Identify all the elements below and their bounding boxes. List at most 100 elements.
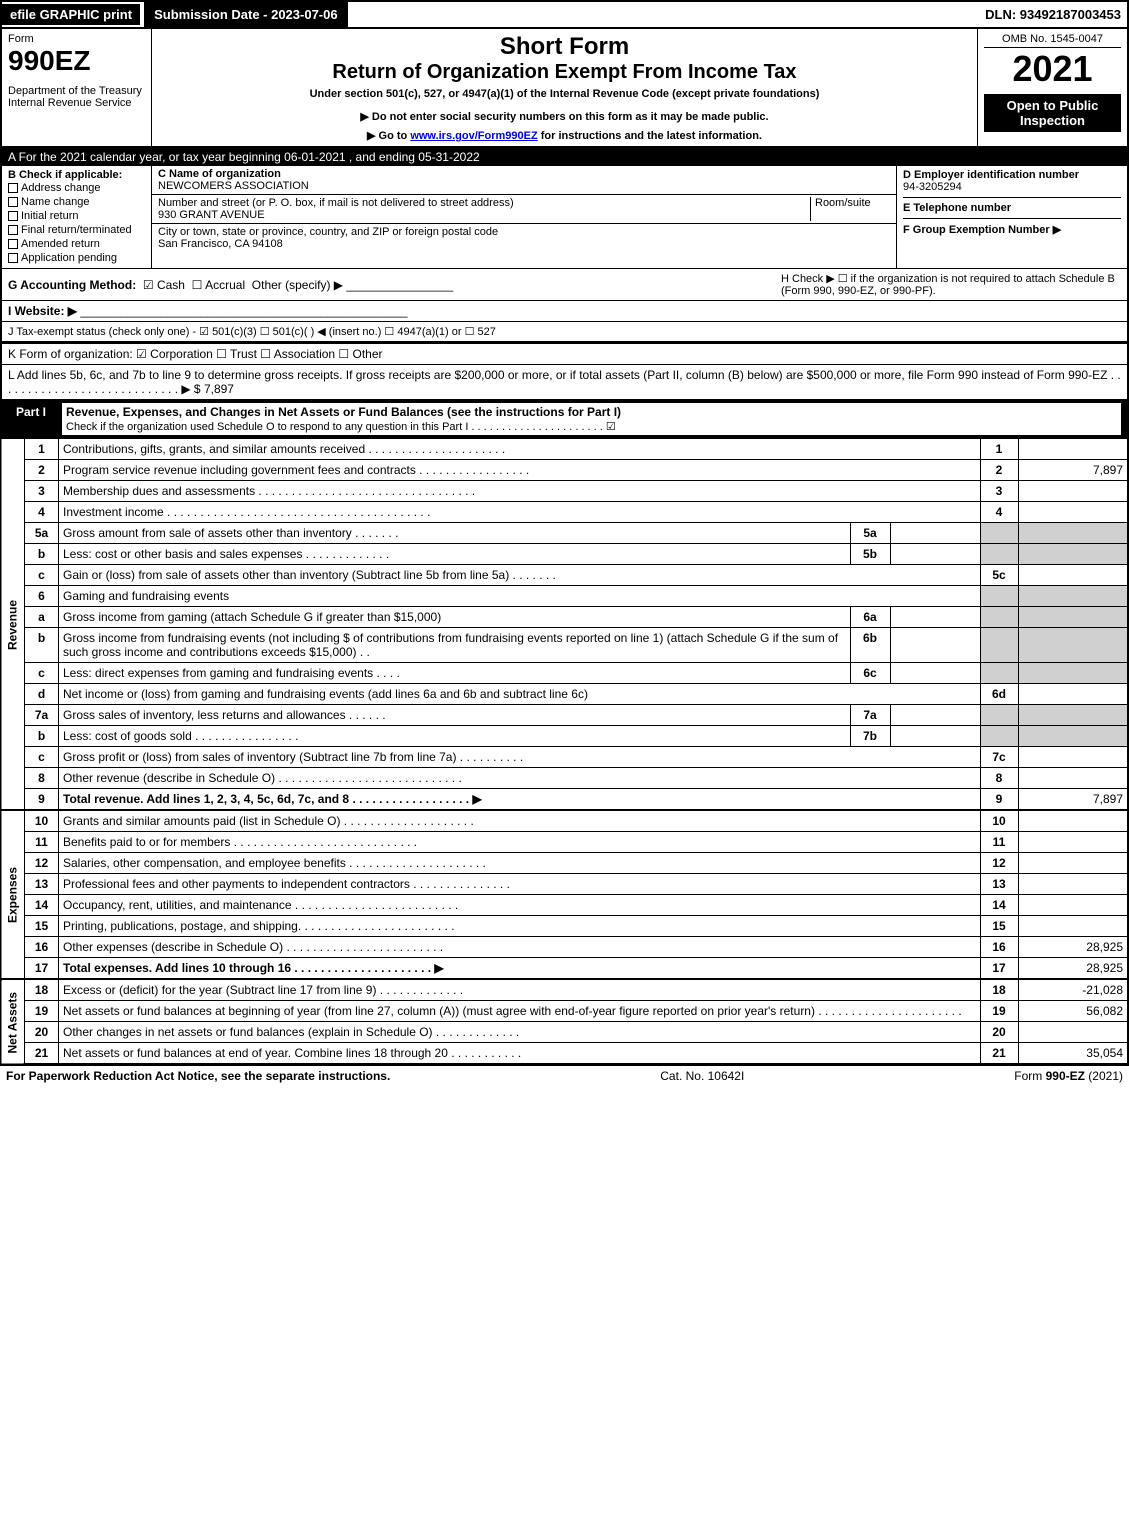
line-ref-right xyxy=(980,628,1018,663)
line-amount xyxy=(1018,502,1128,523)
line-ref-right: 4 xyxy=(980,502,1018,523)
mid-line-value xyxy=(890,607,980,628)
table-row: 21Net assets or fund balances at end of … xyxy=(1,1043,1128,1065)
col-d-ids: D Employer identification number 94-3205… xyxy=(897,166,1127,268)
line-amount xyxy=(1018,768,1128,789)
org-name-row: C Name of organization NEWCOMERS ASSOCIA… xyxy=(152,166,896,195)
line-ref-right xyxy=(980,544,1018,565)
cb-final-return[interactable]: Final return/terminated xyxy=(8,223,145,237)
table-row: bGross income from fundraising events (n… xyxy=(1,628,1128,663)
line-description: Total revenue. Add lines 1, 2, 3, 4, 5c,… xyxy=(59,789,981,810)
submission-date-button[interactable]: Submission Date - 2023-07-06 xyxy=(144,2,348,27)
line-ref-right: 14 xyxy=(980,895,1018,916)
line-number: 21 xyxy=(25,1043,59,1065)
col-c-org-info: C Name of organization NEWCOMERS ASSOCIA… xyxy=(152,166,897,268)
mid-line-ref: 7b xyxy=(850,726,890,747)
table-row: 13Professional fees and other payments t… xyxy=(1,874,1128,895)
table-row: 14Occupancy, rent, utilities, and mainte… xyxy=(1,895,1128,916)
section-a-row: A For the 2021 calendar year, or tax yea… xyxy=(0,148,1129,166)
table-row: 4Investment income . . . . . . . . . . .… xyxy=(1,502,1128,523)
dln-label: DLN: 93492187003453 xyxy=(985,7,1127,22)
line-description: Contributions, gifts, grants, and simila… xyxy=(59,439,981,460)
tax-year: 2021 xyxy=(984,48,1121,90)
line-amount xyxy=(1018,523,1128,544)
cb-amended-return[interactable]: Amended return xyxy=(8,237,145,251)
d-ein-value: 94-3205294 xyxy=(903,181,962,193)
line-ref-right: 6d xyxy=(980,684,1018,705)
line-number: 18 xyxy=(25,980,59,1001)
irs-link[interactable]: www.irs.gov/Form990EZ xyxy=(410,130,537,142)
line-description: Net assets or fund balances at end of ye… xyxy=(59,1043,981,1065)
line-description: Gross income from fundraising events (no… xyxy=(59,628,851,663)
line-amount xyxy=(1018,684,1128,705)
line-description: Other expenses (describe in Schedule O) … xyxy=(59,937,981,958)
line-number: 6 xyxy=(25,586,59,607)
section-vertical-label: Net Assets xyxy=(1,980,25,1065)
cb-address-change[interactable]: Address change xyxy=(8,181,145,195)
line-amount xyxy=(1018,811,1128,832)
cb-application-pending[interactable]: Application pending xyxy=(8,251,145,265)
line-description: Gaming and fundraising events xyxy=(59,586,981,607)
line-number: a xyxy=(25,607,59,628)
line-ref-right: 12 xyxy=(980,853,1018,874)
line-number: b xyxy=(25,726,59,747)
line-ref-right: 16 xyxy=(980,937,1018,958)
line-amount xyxy=(1018,832,1128,853)
org-address: 930 GRANT AVENUE xyxy=(158,209,265,221)
line-description: Occupancy, rent, utilities, and maintena… xyxy=(59,895,981,916)
mid-line-ref: 5a xyxy=(850,523,890,544)
cb-name-change[interactable]: Name change xyxy=(8,195,145,209)
line-description: Gross sales of inventory, less returns a… xyxy=(59,705,851,726)
line-number: 3 xyxy=(25,481,59,502)
line-ref-right xyxy=(980,607,1018,628)
table-row: 8Other revenue (describe in Schedule O) … xyxy=(1,768,1128,789)
org-name: NEWCOMERS ASSOCIATION xyxy=(158,180,309,192)
table-row: 16Other expenses (describe in Schedule O… xyxy=(1,937,1128,958)
table-row: cGain or (loss) from sale of assets othe… xyxy=(1,565,1128,586)
line-description: Gross profit or (loss) from sales of inv… xyxy=(59,747,981,768)
mid-line-value xyxy=(890,705,980,726)
line-number: c xyxy=(25,747,59,768)
line-ref-right: 21 xyxy=(980,1043,1018,1065)
line-number: b xyxy=(25,544,59,565)
table-row: bLess: cost or other basis and sales exp… xyxy=(1,544,1128,565)
revenue-table: Revenue1Contributions, gifts, grants, an… xyxy=(0,438,1129,810)
city-label: City or town, state or province, country… xyxy=(158,226,498,238)
table-row: 17Total expenses. Add lines 10 through 1… xyxy=(1,958,1128,979)
table-row: cGross profit or (loss) from sales of in… xyxy=(1,747,1128,768)
cb-initial-return[interactable]: Initial return xyxy=(8,209,145,223)
footer-left: For Paperwork Reduction Act Notice, see … xyxy=(6,1069,390,1083)
line-description: Professional fees and other payments to … xyxy=(59,874,981,895)
line-number: 4 xyxy=(25,502,59,523)
line-number: 14 xyxy=(25,895,59,916)
line-number: 10 xyxy=(25,811,59,832)
org-addr-row: Number and street (or P. O. box, if mail… xyxy=(152,195,896,224)
line-description: Less: cost or other basis and sales expe… xyxy=(59,544,851,565)
line-number: 20 xyxy=(25,1022,59,1043)
line-amount xyxy=(1018,853,1128,874)
page-footer: For Paperwork Reduction Act Notice, see … xyxy=(0,1065,1129,1086)
table-row: 9Total revenue. Add lines 1, 2, 3, 4, 5c… xyxy=(1,789,1128,810)
line-ref-right xyxy=(980,523,1018,544)
line-amount xyxy=(1018,565,1128,586)
line-amount xyxy=(1018,481,1128,502)
note-ssn: ▶ Do not enter social security numbers o… xyxy=(158,110,971,123)
line-description: Net income or (loss) from gaming and fun… xyxy=(59,684,981,705)
line-amount xyxy=(1018,705,1128,726)
mid-line-ref: 6b xyxy=(850,628,890,663)
efile-print-button[interactable]: efile GRAPHIC print xyxy=(2,4,140,25)
h-check: H Check ▶ ☐ if the organization is not r… xyxy=(781,272,1121,297)
table-row: Expenses10Grants and similar amounts pai… xyxy=(1,811,1128,832)
d-ein-label: D Employer identification number xyxy=(903,169,1079,181)
line-ref-right: 10 xyxy=(980,811,1018,832)
line-ref-right: 8 xyxy=(980,768,1018,789)
line-description: Program service revenue including govern… xyxy=(59,460,981,481)
subtitle: Under section 501(c), 527, or 4947(a)(1)… xyxy=(158,88,971,100)
table-row: aGross income from gaming (attach Schedu… xyxy=(1,607,1128,628)
line-ref-right: 17 xyxy=(980,958,1018,979)
topbar-left: efile GRAPHIC print Submission Date - 20… xyxy=(2,2,348,27)
line-amount xyxy=(1018,544,1128,565)
line-amount: 7,897 xyxy=(1018,460,1128,481)
line-description: Other revenue (describe in Schedule O) .… xyxy=(59,768,981,789)
f-group-label: F Group Exemption Number ▶ xyxy=(903,224,1061,236)
